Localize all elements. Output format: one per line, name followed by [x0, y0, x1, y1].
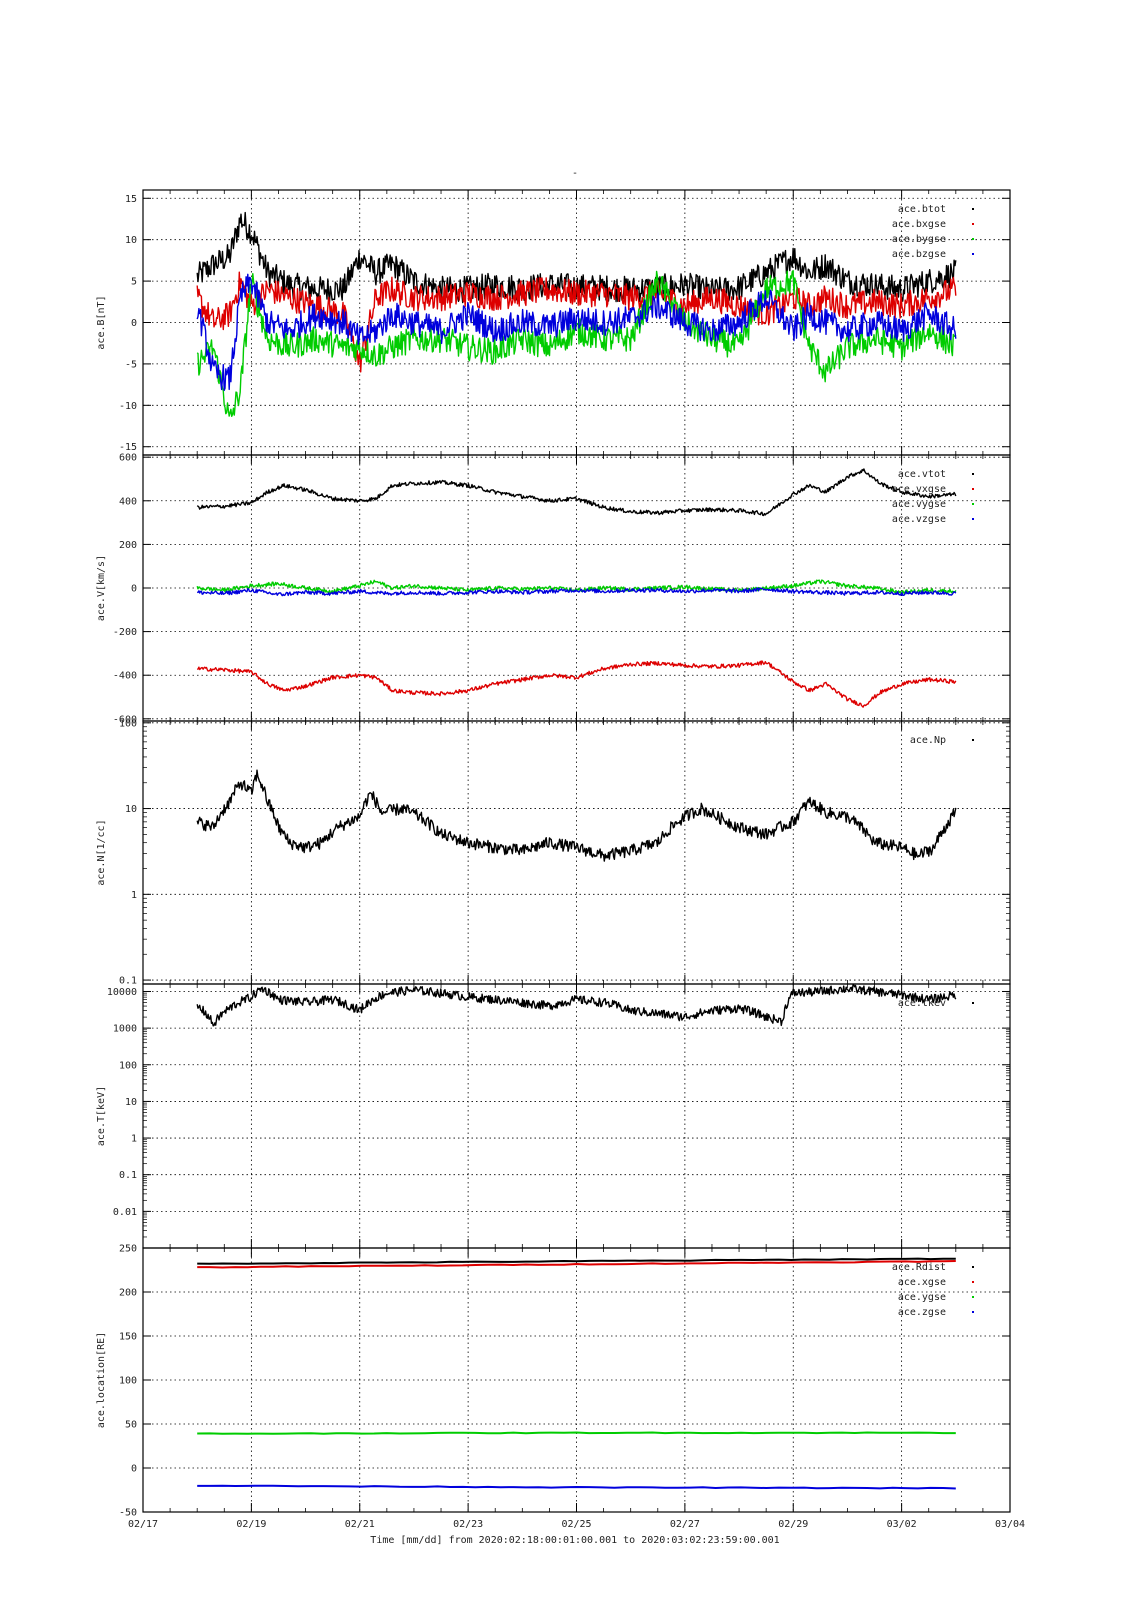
x-tick-label: 02/19	[236, 1519, 266, 1530]
legend-marker	[972, 253, 974, 255]
legend-marker	[972, 1281, 974, 1283]
y-tick-label: -10	[119, 401, 137, 412]
panel-B: -15 -10 -5 0 5 10 15 ace.B[nT] ace.btot ace.bxgse…	[96, 189, 1011, 456]
legend-marker	[972, 1296, 974, 1298]
y-tick-label: 200	[119, 540, 137, 551]
y-axis-title: ace.location[RE]	[96, 1332, 107, 1428]
y-tick-label: -600	[113, 714, 137, 725]
panels-group: -15-10-5051015ace.B[nT]ace.btotace.bxgse…	[96, 189, 1011, 1519]
y-tick-label: 250	[119, 1244, 137, 1255]
panel-N: 0.1 1 10 100 ace.N[1/cc] ace.Np	[96, 718, 1011, 987]
x-tick-label: 02/27	[670, 1519, 700, 1530]
y-tick-label: 10000	[107, 987, 137, 998]
legend-marker	[972, 1266, 974, 1268]
y-tick-label: -50	[119, 1508, 137, 1519]
legend-label: ace.zgse	[898, 1307, 946, 1318]
legend-label: ace.vxgse	[892, 484, 946, 495]
y-tick-label: 15	[125, 194, 137, 205]
y-axis-title: ace.V[km/s]	[96, 555, 107, 621]
legend-marker	[972, 1311, 974, 1313]
legend-label: ace.bxgse	[892, 219, 946, 230]
series-line-ace-Rdist	[197, 1257, 956, 1265]
legend-marker	[972, 1002, 974, 1004]
legend-marker	[972, 473, 974, 475]
series-line-ace-zgse	[197, 1484, 956, 1490]
y-tick-label: 10	[125, 235, 137, 246]
y-tick-label: 400	[119, 496, 137, 507]
y-tick-label: 1	[131, 1134, 137, 1145]
legend-label: ace.Rdist	[892, 1262, 946, 1273]
y-tick-label: 100	[119, 1060, 137, 1071]
y-tick-label: 1000	[113, 1024, 137, 1035]
y-tick-label: 200	[119, 1288, 137, 1299]
y-tick-label: -400	[113, 671, 137, 682]
y-tick-label: 10	[125, 804, 137, 815]
y-axis-title: ace.T[keV]	[96, 1086, 107, 1146]
y-tick-label: -15	[119, 442, 137, 453]
y-tick-label: -200	[113, 627, 137, 638]
y-tick-label: 100	[119, 1376, 137, 1387]
legend-label: ace.vzgse	[892, 514, 946, 525]
x-tick-label: 02/29	[778, 1519, 808, 1530]
y-tick-label: 10	[125, 1097, 137, 1108]
legend-marker	[972, 223, 974, 225]
series-line-ace-xgse	[197, 1260, 956, 1269]
legend-label: ace.tkev	[898, 998, 946, 1009]
y-tick-label: 0	[131, 1464, 137, 1475]
series-line-ace-vxgse	[197, 660, 957, 708]
y-tick-label: 5	[131, 277, 137, 288]
legend-label: ace.bzgse	[892, 249, 946, 260]
legend-label: ace.bygse	[892, 234, 946, 245]
legend-label: ace.btot	[898, 204, 946, 215]
time-axis-label: Time [mm/dd] from 2020:02:18:00:01:00.00…	[370, 1535, 779, 1546]
series-line-ace-Np	[196, 769, 957, 862]
y-tick-label: 0	[131, 584, 137, 595]
y-axis-title: ace.N[1/cc]	[96, 819, 107, 885]
legend-marker	[972, 503, 974, 505]
y-tick-label: 600	[119, 453, 137, 464]
y-tick-label: 1	[131, 890, 137, 901]
x-tick-label: 02/25	[561, 1519, 591, 1530]
panel-T: 0.01 0.1 1 10 100 1000 10000 ace.T[keV] ace.tkev	[96, 983, 1011, 1249]
legend-label: ace.ygse	[898, 1292, 946, 1303]
x-tick-label: 02/17	[128, 1519, 158, 1530]
y-tick-label: 100	[119, 718, 137, 729]
legend-label: ace.Np	[910, 735, 946, 746]
y-tick-label: 50	[125, 1420, 137, 1431]
legend-label: ace.vygse	[892, 499, 946, 510]
series-line-ace-vtot	[196, 468, 957, 517]
series-line-ace-tkev	[196, 984, 957, 1027]
x-tick-label: 02/21	[345, 1519, 375, 1530]
y-tick-label: 0.1	[119, 1170, 137, 1181]
legend-label: ace.vtot	[898, 469, 946, 480]
series-line-ace-bxgse	[196, 271, 957, 373]
panel-V: -600 -400 -200 0 200 400 600 ace.V[km/s] ace.vto…	[96, 453, 1011, 725]
y-tick-label: -5	[125, 359, 137, 370]
y-axis-title: ace.B[nT]	[96, 295, 107, 349]
series-line-ace-btot	[196, 211, 957, 304]
legend-marker	[972, 488, 974, 490]
y-tick-label: 150	[119, 1332, 137, 1343]
x-tick-label: 03/02	[887, 1519, 917, 1530]
panel-R: -50 0 50 100 150 200 250 ace.location[RE] ace.Rd…	[96, 1244, 1011, 1519]
page-title: -	[572, 168, 578, 179]
series-line-ace-ygse	[197, 1431, 956, 1435]
y-tick-label: 0.1	[119, 976, 137, 987]
legend-label: ace.xgse	[898, 1277, 946, 1288]
legend-marker	[972, 238, 974, 240]
legend-marker	[972, 208, 974, 210]
x-tick-label: 02/23	[453, 1519, 483, 1530]
y-tick-label: 0.01	[113, 1207, 137, 1218]
series-line-ace-bzgse	[196, 273, 957, 392]
legend-marker	[972, 739, 974, 741]
y-tick-label: 0	[131, 318, 137, 329]
x-tick-label: 03/04	[995, 1519, 1025, 1530]
legend-marker	[972, 518, 974, 520]
series-line-ace-vzgse	[197, 587, 957, 597]
time-axis: 02/17 02/19 02/21 02/23 02/25 02/27 02/29 03/02…	[128, 1519, 1025, 1530]
